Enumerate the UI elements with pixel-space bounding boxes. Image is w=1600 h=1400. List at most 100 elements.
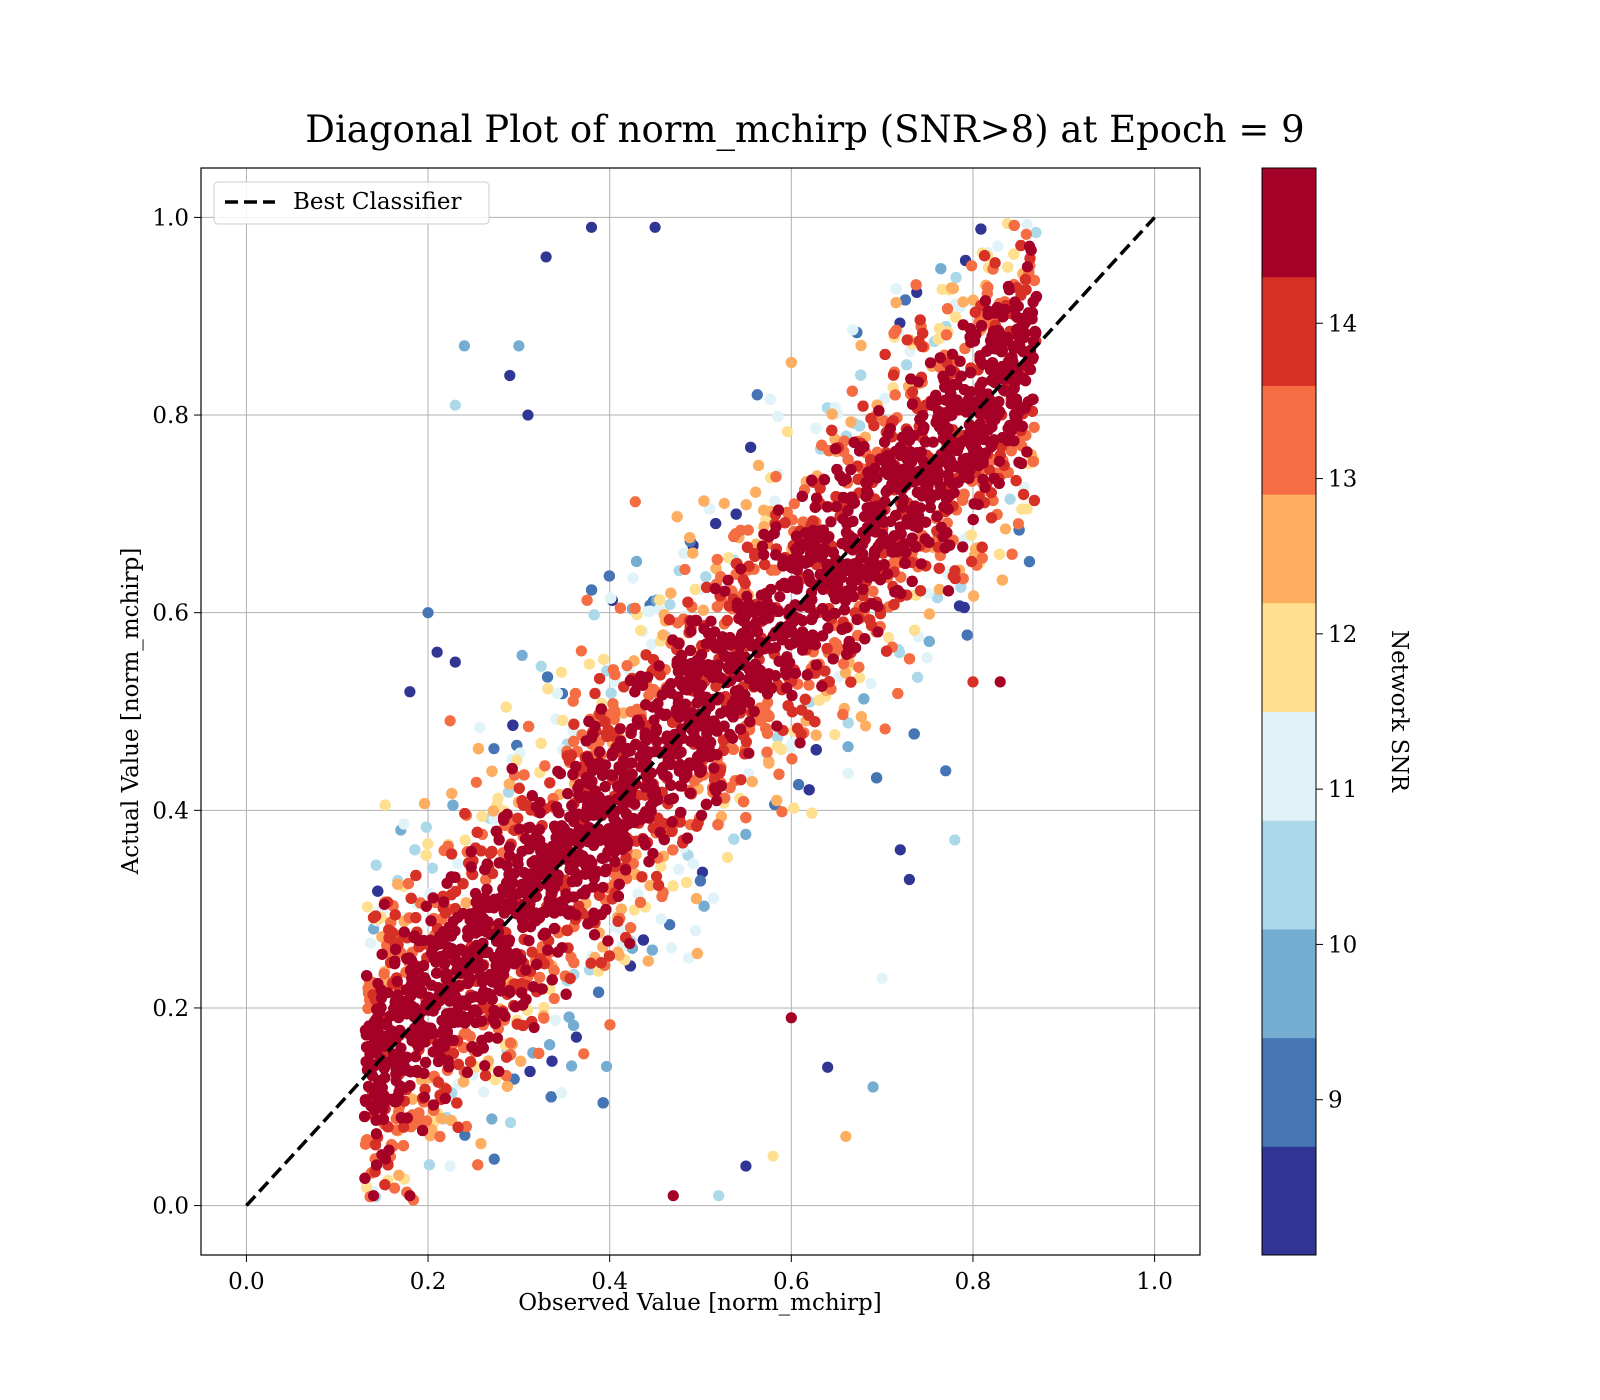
scatter-point bbox=[966, 260, 978, 272]
scatter-point bbox=[810, 729, 822, 741]
scatter-point bbox=[464, 1030, 476, 1042]
scatter-point bbox=[359, 1138, 372, 1150]
scatter-point bbox=[620, 864, 632, 876]
scatter-point bbox=[923, 635, 935, 648]
scatter-point bbox=[369, 1139, 382, 1151]
scatter-point bbox=[427, 1099, 440, 1111]
scatter-point bbox=[879, 392, 891, 404]
scatter-point bbox=[684, 531, 696, 544]
scatter-point bbox=[451, 1097, 463, 1109]
scatter-point bbox=[1008, 248, 1020, 260]
scatter-point bbox=[444, 715, 456, 727]
scatter-point bbox=[426, 862, 439, 874]
scatter-point bbox=[915, 558, 927, 570]
scatter-point bbox=[770, 471, 782, 483]
scatter-point bbox=[555, 666, 568, 678]
scatter-point bbox=[840, 1130, 852, 1143]
scatter-point bbox=[908, 728, 920, 740]
scatter-point bbox=[887, 557, 900, 569]
scatter-point bbox=[624, 937, 636, 950]
scatter-point bbox=[792, 779, 805, 791]
scatter-point bbox=[857, 583, 869, 595]
scatter-point bbox=[1004, 493, 1016, 505]
scatter-point bbox=[362, 1002, 374, 1015]
scatter-point bbox=[845, 416, 857, 428]
scatter-point bbox=[933, 583, 946, 596]
scatter-point bbox=[689, 925, 702, 937]
scatter-point bbox=[772, 410, 784, 423]
scatter-point bbox=[759, 702, 771, 714]
scatter-point bbox=[1012, 518, 1024, 530]
scatter-point bbox=[564, 972, 576, 985]
scatter-point bbox=[879, 348, 891, 361]
scatter-point bbox=[513, 823, 526, 835]
scatter-point bbox=[855, 339, 867, 352]
scatter-point bbox=[439, 1092, 451, 1105]
scatter-point bbox=[555, 1087, 567, 1099]
scatter-point bbox=[940, 765, 952, 777]
scatter-point bbox=[513, 782, 525, 794]
scatter-point bbox=[955, 581, 967, 593]
scatter-point bbox=[761, 727, 774, 740]
scatter-point bbox=[785, 356, 797, 369]
scatter-point bbox=[540, 251, 552, 263]
scatter-point bbox=[1021, 261, 1034, 273]
scatter-point bbox=[613, 949, 625, 961]
scatter-point bbox=[364, 937, 377, 949]
scatter-point bbox=[892, 687, 904, 700]
scatter-point bbox=[842, 717, 854, 729]
scatter-point bbox=[575, 645, 587, 657]
scatter-point bbox=[416, 1124, 429, 1137]
scatter-point bbox=[710, 517, 722, 530]
scatter-point bbox=[360, 1181, 373, 1193]
scatter-point bbox=[882, 631, 895, 644]
scatter-point bbox=[741, 541, 754, 553]
scatter-point bbox=[697, 604, 709, 616]
scatter-point bbox=[880, 645, 893, 657]
scatter-point bbox=[546, 1055, 558, 1067]
scatter-point bbox=[771, 720, 783, 732]
scatter-point bbox=[435, 1112, 448, 1125]
scatter-point bbox=[610, 742, 622, 754]
scatter-point bbox=[957, 494, 969, 506]
scatter-point bbox=[1023, 556, 1036, 568]
scatter-point bbox=[1028, 494, 1040, 507]
scatter-point bbox=[1005, 445, 1017, 457]
scatter-point bbox=[865, 677, 877, 690]
scatter-point bbox=[608, 705, 621, 717]
scatter-point bbox=[667, 1190, 679, 1202]
scatter-point bbox=[687, 547, 699, 559]
scatter-point bbox=[556, 714, 569, 727]
scatter-point bbox=[397, 1140, 410, 1152]
scatter-point bbox=[859, 601, 871, 614]
scatter-point bbox=[710, 562, 722, 575]
scatter-point bbox=[727, 743, 740, 755]
scatter-point bbox=[671, 511, 683, 523]
scatter-point bbox=[1026, 307, 1039, 319]
scatter-point bbox=[609, 856, 621, 868]
scatter-point bbox=[593, 672, 606, 685]
scatter-point bbox=[894, 844, 906, 856]
scatter-point bbox=[678, 547, 690, 559]
scatter-point bbox=[813, 694, 825, 706]
scatter-point bbox=[418, 797, 431, 810]
scatter-point bbox=[656, 890, 668, 903]
scatter-point bbox=[810, 744, 822, 756]
scatter-point bbox=[474, 721, 486, 734]
scatter-point bbox=[921, 652, 933, 664]
scatter-point bbox=[655, 913, 667, 925]
scatter-point bbox=[452, 1121, 464, 1133]
scatter-point bbox=[627, 572, 639, 584]
scatter-point bbox=[967, 676, 979, 688]
scatter-point bbox=[914, 314, 926, 326]
scatter-point bbox=[855, 711, 868, 723]
scatter-point bbox=[621, 660, 633, 672]
scatter-point bbox=[486, 1113, 498, 1125]
scatter-point bbox=[545, 1091, 557, 1103]
scatter-point bbox=[655, 860, 667, 873]
scatter-point bbox=[642, 955, 654, 967]
scatter-point bbox=[410, 912, 422, 924]
scatter-point bbox=[488, 1153, 500, 1165]
scatter-point bbox=[890, 324, 902, 336]
scatter-point bbox=[698, 495, 710, 507]
